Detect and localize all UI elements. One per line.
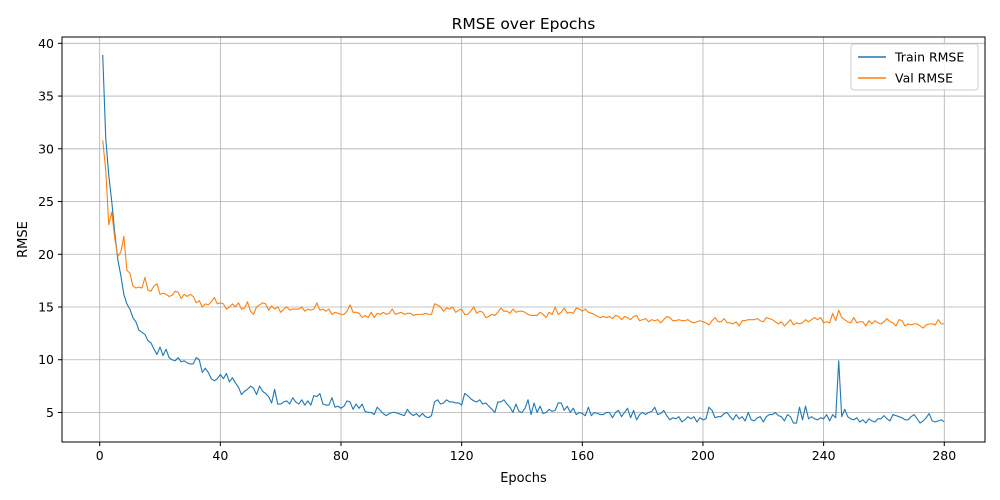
x-tick-label: 280	[932, 448, 956, 463]
x-tick-label: 120	[450, 448, 474, 463]
x-axis-ticks: 0 40 80 120 160 200 240 280	[96, 442, 956, 463]
y-axis-ticks: 5 10 15 20 25 30 35 40	[38, 36, 62, 420]
legend: Train RMSE Val RMSE	[850, 43, 979, 91]
plot-frame	[61, 36, 986, 443]
y-tick-label: 25	[38, 194, 54, 209]
y-tick-label: 20	[38, 247, 54, 262]
x-tick-label: 0	[96, 448, 104, 463]
y-tick-label: 10	[38, 352, 54, 367]
chart-title: RMSE over Epochs	[452, 15, 596, 33]
x-tick-label: 160	[570, 448, 594, 463]
x-tick-label: 240	[812, 448, 836, 463]
series-layer	[102, 54, 945, 424]
x-axis-label: Epochs	[500, 471, 547, 486]
x-tick-label: 40	[212, 448, 228, 463]
grid-lines	[62, 37, 985, 442]
y-tick-label: 5	[46, 405, 54, 420]
y-tick-label: 15	[38, 300, 54, 315]
y-tick-label: 30	[38, 141, 54, 156]
y-tick-label: 40	[38, 36, 54, 51]
series-line-train-rmse	[102, 54, 945, 424]
legend-label: Val RMSE	[895, 71, 953, 86]
y-tick-label: 35	[38, 89, 54, 104]
x-tick-label: 80	[333, 448, 349, 463]
series-line-val-rmse	[102, 140, 945, 329]
x-tick-label: 200	[691, 448, 715, 463]
y-axis-label: RMSE	[16, 221, 31, 258]
legend-label: Train RMSE	[894, 50, 964, 65]
